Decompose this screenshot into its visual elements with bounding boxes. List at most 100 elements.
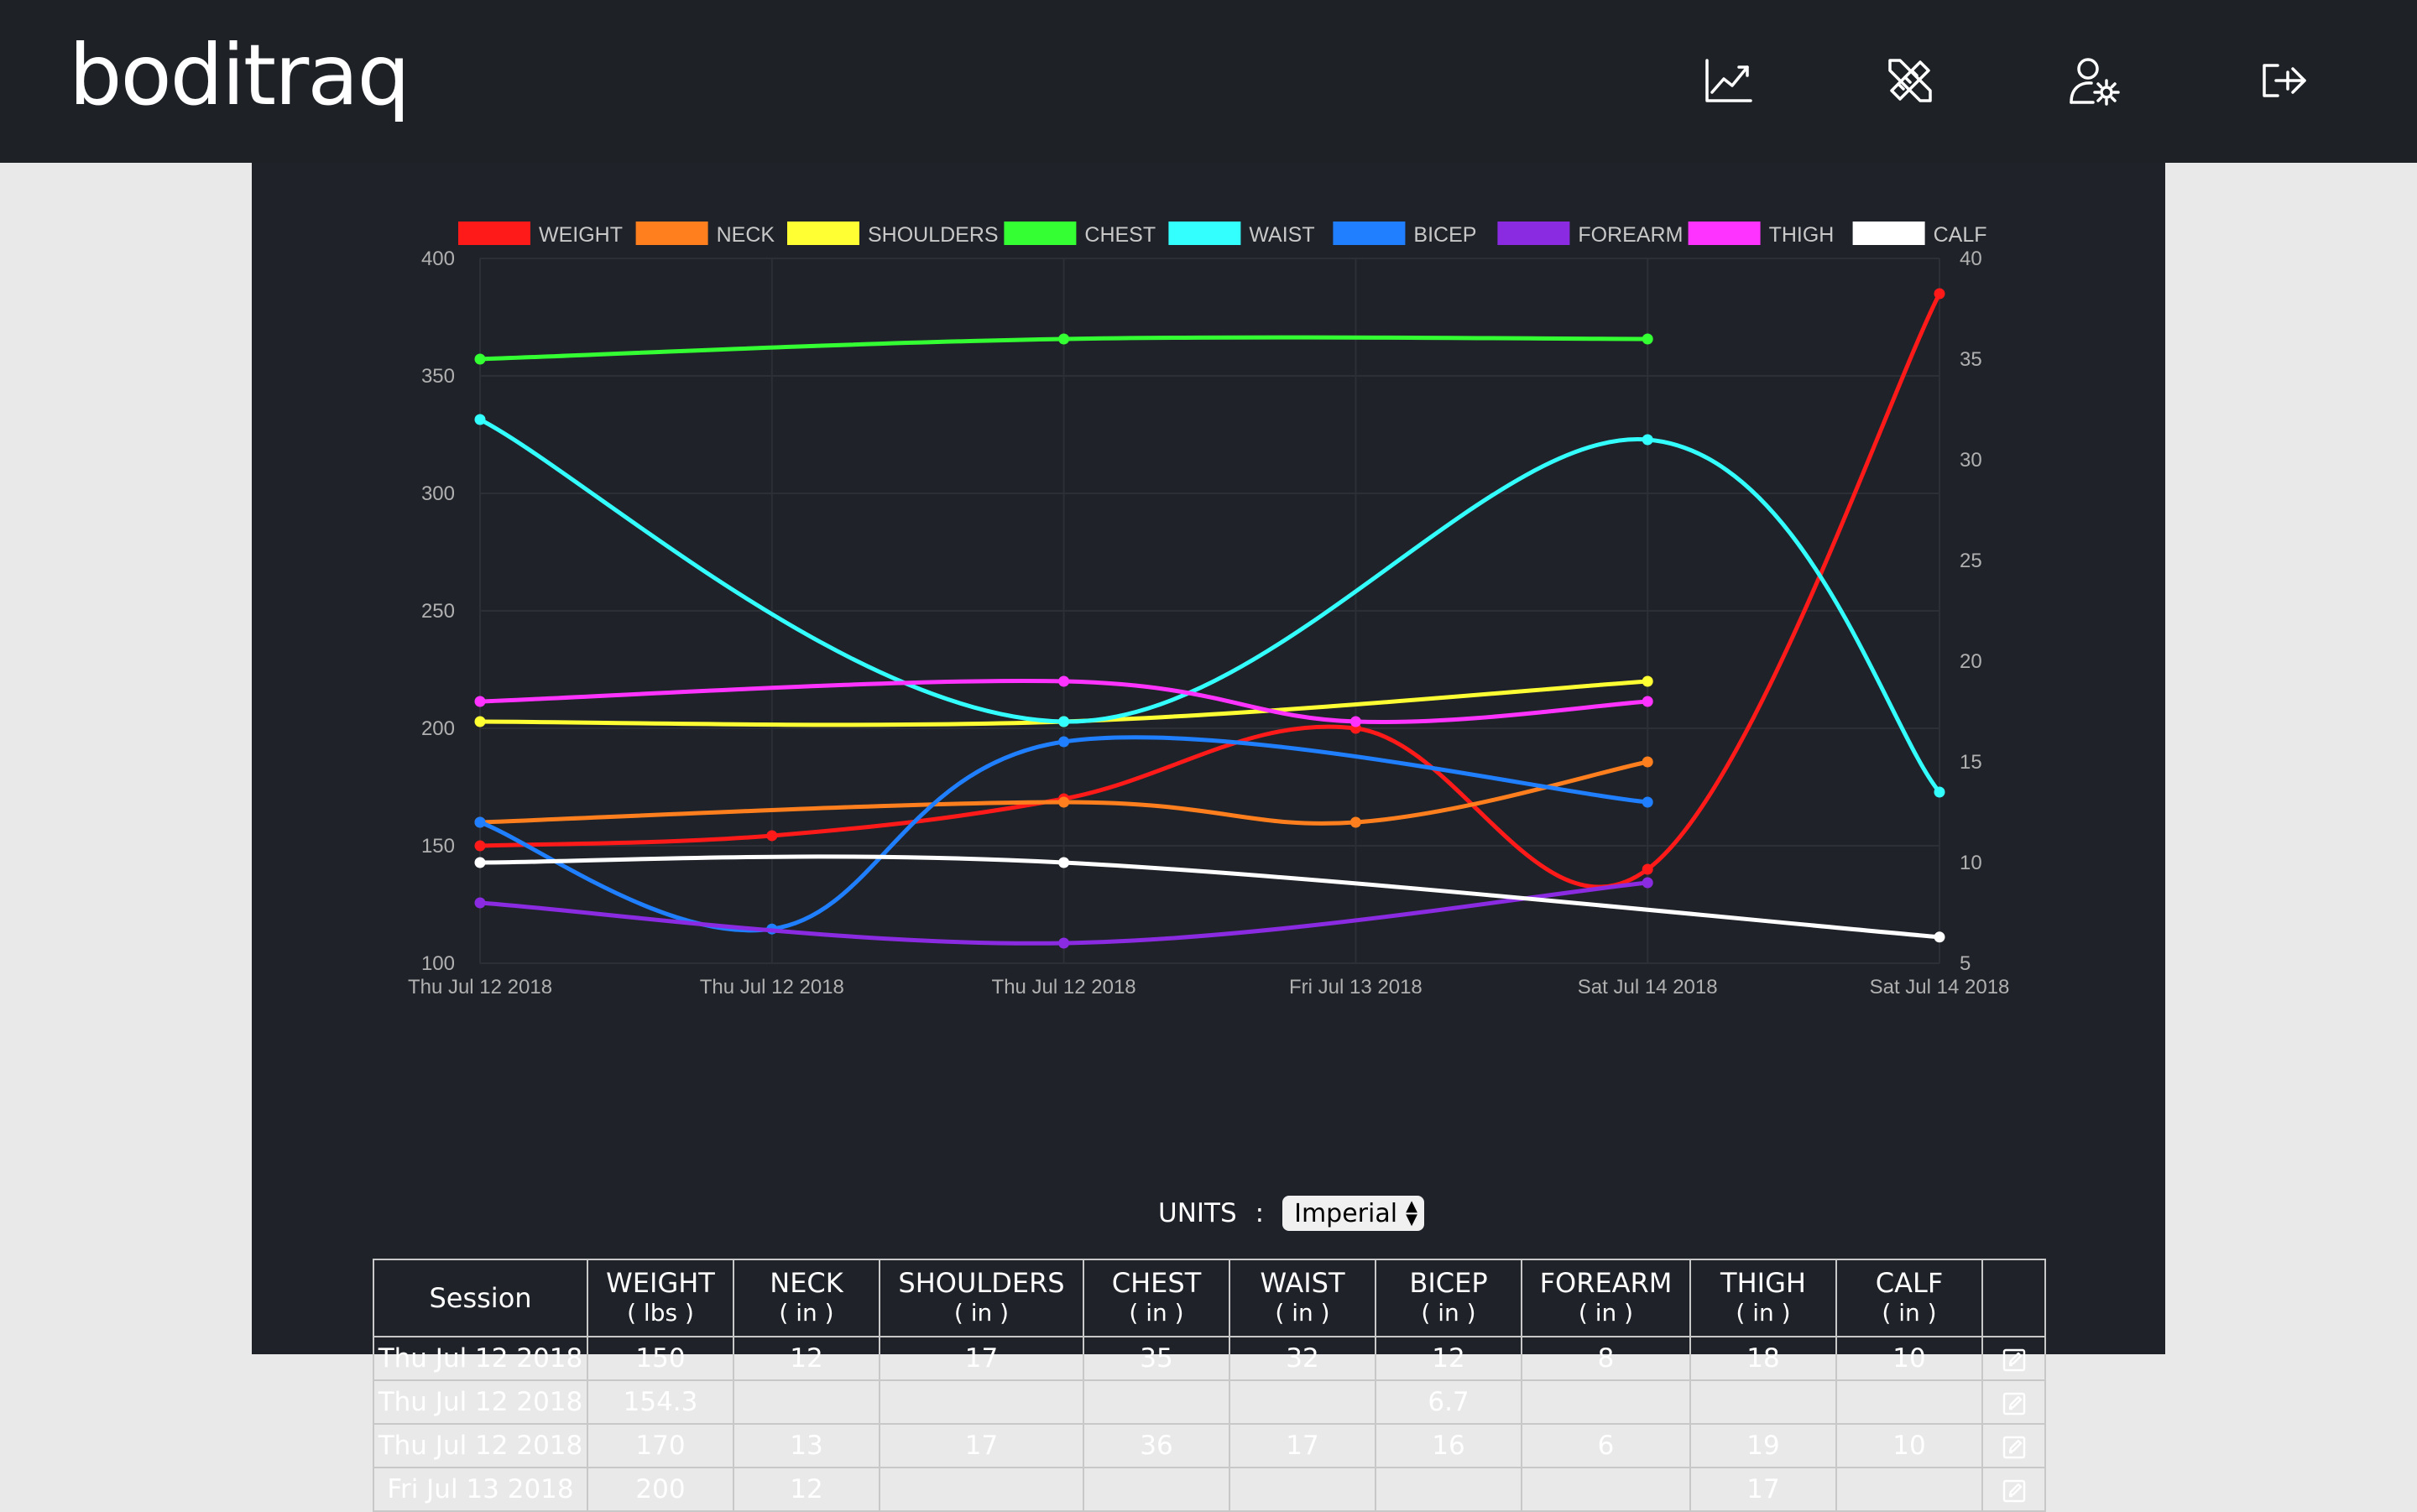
- measurement-cell: [1835, 1467, 1983, 1512]
- units-control: UNITS : Imperial ▲ ▼: [1158, 1195, 1424, 1232]
- series-line: [479, 854, 1940, 940]
- edit-cell: [1981, 1379, 2046, 1425]
- edit-icon[interactable]: [2002, 1348, 2026, 1372]
- header-session: Session: [373, 1259, 588, 1337]
- measurement-cell: 13: [733, 1423, 880, 1468]
- measurement-cell: 17: [879, 1423, 1084, 1468]
- y-right-tick-label: 35: [1960, 348, 1982, 371]
- measurement-cell: [879, 1379, 1084, 1425]
- data-point: [1642, 675, 1653, 687]
- legend-swatch: [1688, 222, 1761, 245]
- data-point: [1349, 816, 1361, 828]
- session-cell: Thu Jul 12 2018: [373, 1336, 588, 1381]
- legend-label: NECK: [717, 223, 775, 247]
- measurement-cell: 154.3: [587, 1379, 734, 1425]
- measurement-cell: 150: [587, 1336, 734, 1381]
- session-cell: Thu Jul 12 2018: [373, 1423, 588, 1468]
- legend-swatch: [1004, 222, 1077, 245]
- series-line: [478, 417, 1941, 794]
- measurement-cell: [1521, 1467, 1691, 1512]
- y-right-tick-label: 10: [1960, 852, 1982, 874]
- y-left-tick-label: 300: [421, 482, 455, 505]
- measurement-cell: [733, 1379, 880, 1425]
- series-line: [479, 759, 1648, 826]
- measure-nav-button[interactable]: [1877, 47, 1944, 114]
- legend-label: WAIST: [1249, 223, 1314, 247]
- data-point: [1934, 288, 1945, 300]
- main-panel: 100 150 200 250 300 350 400 5 10 15 20 25 30 35 40 Thu …: [252, 163, 2165, 1512]
- legend-swatch: [1168, 222, 1241, 245]
- edit-icon[interactable]: [2002, 1479, 2026, 1503]
- logout-nav-button[interactable]: [2249, 47, 2316, 114]
- data-point: [1934, 786, 1945, 798]
- chart-nav-button[interactable]: [1695, 47, 1762, 114]
- measurement-cell: 170: [587, 1423, 734, 1468]
- series-calf: [474, 854, 1945, 943]
- chart-legend: WEIGHT NECK SHOULDERS CHEST WAIST BICEP FOREAR…: [458, 222, 1987, 247]
- units-colon: :: [1255, 1198, 1265, 1228]
- series-line: [479, 678, 1648, 724]
- data-point: [474, 353, 486, 365]
- header-waist: WAIST( in ): [1229, 1259, 1376, 1337]
- legend-label: WEIGHT: [539, 223, 623, 247]
- data-point: [1642, 333, 1653, 345]
- measurement-cell: 17: [1689, 1467, 1837, 1512]
- edit-icon[interactable]: [2002, 1392, 2026, 1416]
- y-right-tick-label: 5: [1960, 952, 1971, 975]
- edit-cell: [1981, 1336, 2046, 1381]
- y-left-tick-label: 100: [421, 952, 455, 975]
- top-navbar: boditraq: [0, 0, 2417, 163]
- y-right-tick-label: 40: [1960, 248, 1982, 270]
- y-right-tick-label: 25: [1960, 550, 1982, 572]
- data-point: [1642, 877, 1653, 889]
- series-thigh: [474, 675, 1653, 727]
- measurement-cell: [1229, 1467, 1376, 1512]
- measurement-cell: 16: [1375, 1423, 1522, 1468]
- legend-swatch: [458, 222, 530, 245]
- edit-icon[interactable]: [2002, 1436, 2026, 1459]
- header-shoulders: SHOULDERS( in ): [879, 1259, 1084, 1337]
- measurement-cell: 12: [733, 1336, 880, 1381]
- session-cell: Fri Jul 13 2018: [373, 1467, 588, 1512]
- measurement-cell: 19: [1689, 1423, 1837, 1468]
- x-tick-label: Sat Jul 14 2018: [1578, 976, 1718, 998]
- measurement-cell: 6: [1521, 1423, 1691, 1468]
- ruler-pencil-icon: [1888, 59, 1932, 102]
- measurement-cell: [1375, 1467, 1522, 1512]
- app-logo[interactable]: boditraq: [69, 26, 410, 124]
- x-tick-label: Thu Jul 12 2018: [408, 976, 552, 998]
- header-forearm: FOREARM( in ): [1521, 1259, 1691, 1337]
- legend-label: BICEP: [1413, 223, 1476, 247]
- profile-settings-nav-button[interactable]: [2061, 47, 2128, 114]
- header-chest: CHEST( in ): [1083, 1259, 1230, 1337]
- data-point: [1642, 696, 1653, 707]
- series-weight: [474, 288, 1945, 889]
- units-select[interactable]: Imperial ▲ ▼: [1282, 1196, 1424, 1231]
- legend-label: CALF: [1934, 223, 1987, 247]
- measurement-cell: 32: [1229, 1336, 1376, 1381]
- edit-cell: [1981, 1423, 2046, 1468]
- measurement-cell: [1835, 1379, 1983, 1425]
- header-neck: NECK( in ): [733, 1259, 880, 1337]
- data-point: [1349, 716, 1361, 727]
- y-left-tick-label: 400: [421, 248, 455, 270]
- data-point: [1642, 756, 1653, 768]
- header-thigh: THIGH( in ): [1689, 1259, 1837, 1337]
- user-gear-icon: [2070, 58, 2120, 106]
- table-header-row: Session WEIGHT( lbs ) NECK( in ) SHOULDE…: [373, 1259, 2046, 1337]
- measurement-cell: [1229, 1379, 1376, 1425]
- measurement-cell: [1689, 1379, 1837, 1425]
- data-point: [1058, 736, 1070, 748]
- series-forearm: [474, 877, 1653, 949]
- legend-swatch: [1333, 222, 1406, 245]
- measurement-cell: 35: [1083, 1336, 1230, 1381]
- table-row: Thu Jul 12 2018 150 12 17 35 32 12 8 18 10: [373, 1336, 2046, 1381]
- measurement-cell: 200: [587, 1467, 734, 1512]
- data-point: [1058, 796, 1070, 808]
- table-body: Thu Jul 12 2018 150 12 17 35 32 12 8 18 10 Thu Jul…: [373, 1336, 2046, 1512]
- data-point: [474, 897, 486, 909]
- data-point: [474, 840, 486, 852]
- series-waist: [474, 414, 1945, 798]
- data-point: [1642, 434, 1653, 446]
- session-cell: Thu Jul 12 2018: [373, 1379, 588, 1425]
